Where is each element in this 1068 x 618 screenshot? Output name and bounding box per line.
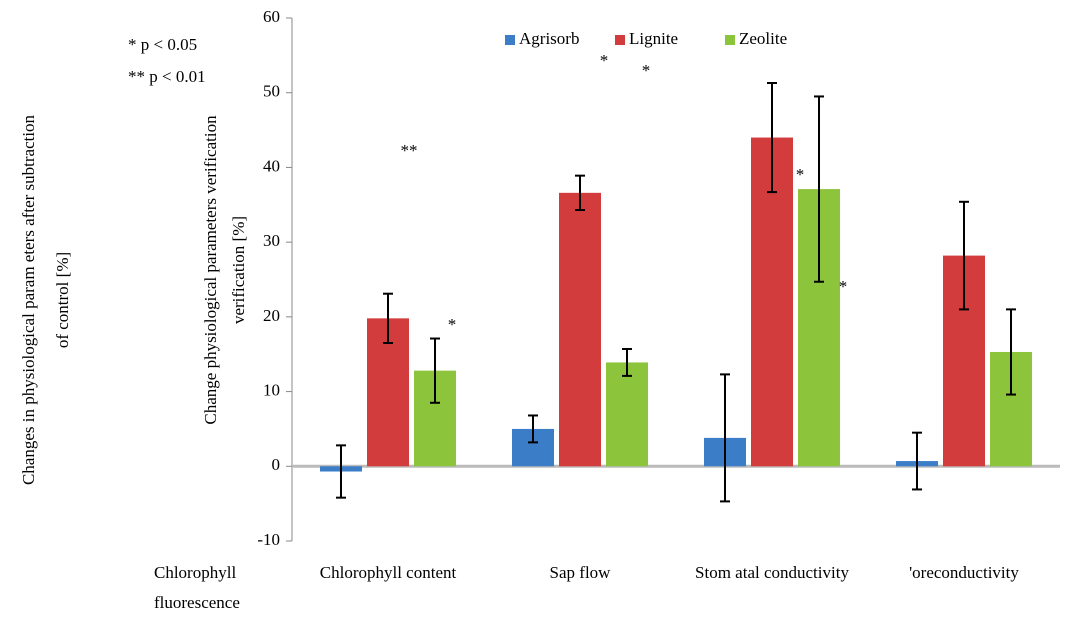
significance-star: ** <box>401 141 418 160</box>
error-bar <box>814 95 824 283</box>
y-axis-title: Change physiological parameters verifica… <box>201 115 220 425</box>
x-tick-label: fluorescence <box>154 593 240 612</box>
legend-label: Agrisorb <box>519 29 579 48</box>
y-axis-title: Changes in physiological param eters aft… <box>19 114 38 485</box>
x-tick-label: Sap flow <box>550 563 612 582</box>
y-tick-label: 30 <box>263 231 280 250</box>
error-bar <box>622 347 632 377</box>
significance-star: * <box>839 277 848 296</box>
error-bar <box>912 431 922 491</box>
y-tick-label: 50 <box>263 82 280 101</box>
error-bar <box>383 292 393 345</box>
x-tick-label: Chlorophyll content <box>320 563 457 582</box>
error-bar <box>528 414 538 444</box>
y-tick-label: 20 <box>263 306 280 325</box>
significance-star: * <box>642 61 651 80</box>
legend-label: Zeolite <box>739 29 787 48</box>
error-bar <box>1006 308 1016 396</box>
legend-swatch <box>725 35 735 45</box>
significance-star: * <box>796 165 805 184</box>
y-axis-title: of control [%] <box>53 252 72 348</box>
error-bar <box>336 444 346 499</box>
x-tick-label: Stom atal conductivity <box>695 563 849 582</box>
legend-swatch <box>615 35 625 45</box>
y-tick-label: 10 <box>263 380 280 399</box>
significance-star: * <box>600 51 609 70</box>
x-tick-label: 'oreconductivity <box>909 563 1019 582</box>
error-bar <box>767 82 777 194</box>
error-bar <box>575 174 585 212</box>
legend-label: Lignite <box>629 29 678 48</box>
annotation: ** p < 0.01 <box>128 67 206 86</box>
error-bar <box>959 200 969 311</box>
y-tick-label: 40 <box>263 156 280 175</box>
annotation: * p < 0.05 <box>128 35 197 54</box>
y-tick-label: -10 <box>257 530 280 549</box>
y-axis-title: verification [%] <box>229 216 248 324</box>
bar <box>559 192 601 467</box>
y-tick-label: 60 <box>263 7 280 26</box>
legend-swatch <box>505 35 515 45</box>
x-tick-label: Chlorophyll <box>154 563 236 582</box>
y-tick-label: 0 <box>272 455 281 474</box>
bar <box>606 362 648 467</box>
significance-star: * <box>448 315 457 334</box>
error-bar <box>720 373 730 503</box>
error-bar <box>430 337 440 404</box>
